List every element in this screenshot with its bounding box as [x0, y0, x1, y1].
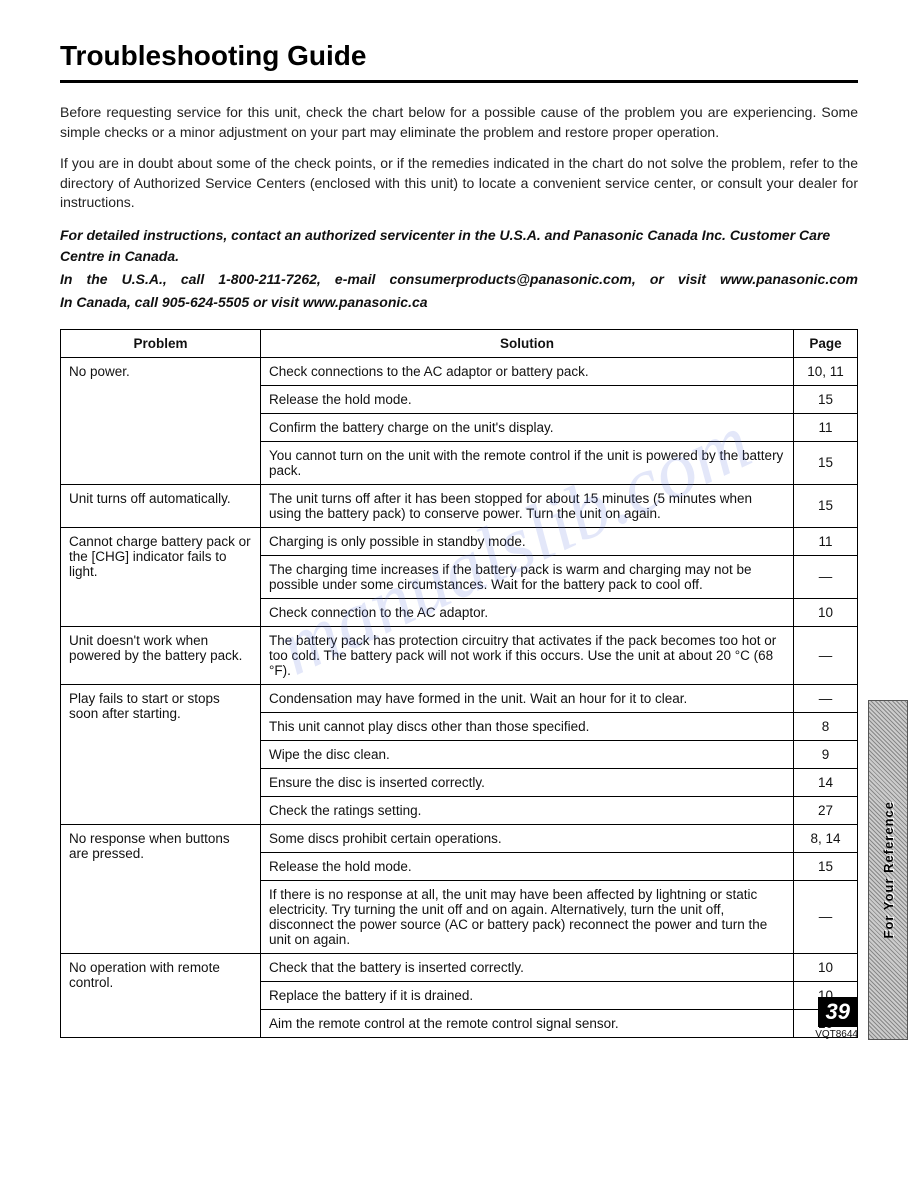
page-cell: 15 — [794, 385, 858, 413]
solution-cell: Aim the remote control at the remote con… — [261, 1009, 794, 1037]
page-cell: 10 — [794, 953, 858, 981]
table-row: Cannot charge battery pack or the [CHG] … — [61, 527, 858, 555]
solution-cell: If there is no response at all, the unit… — [261, 880, 794, 953]
solution-cell: Charging is only possible in standby mod… — [261, 527, 794, 555]
table-body: No power.Check connections to the AC ada… — [61, 357, 858, 1037]
contact-line-1: For detailed instructions, contact an au… — [60, 225, 858, 267]
page-cell: 27 — [794, 796, 858, 824]
solution-cell: Confirm the battery charge on the unit's… — [261, 413, 794, 441]
solution-cell: The charging time increases if the batte… — [261, 555, 794, 598]
solution-cell: Check that the battery is inserted corre… — [261, 953, 794, 981]
table-row: Unit turns off automatically.The unit tu… — [61, 484, 858, 527]
solution-cell: Release the hold mode. — [261, 385, 794, 413]
problem-cell: No power. — [61, 357, 261, 484]
page-number: 39 — [818, 997, 858, 1027]
table-row: No operation with remote control.Check t… — [61, 953, 858, 981]
intro-paragraph-1: Before requesting service for this unit,… — [60, 103, 858, 142]
problem-cell: Play fails to start or stops soon after … — [61, 684, 261, 824]
problem-cell: Cannot charge battery pack or the [CHG] … — [61, 527, 261, 626]
page-cell: — — [794, 555, 858, 598]
table-row: Play fails to start or stops soon after … — [61, 684, 858, 712]
page-cell: 15 — [794, 484, 858, 527]
solution-cell: Check connection to the AC adaptor. — [261, 598, 794, 626]
page-cell: 15 — [794, 852, 858, 880]
page-cell: 14 — [794, 768, 858, 796]
page-cell: 9 — [794, 740, 858, 768]
contact-line-2: In the U.S.A., call 1-800-211-7262, e-ma… — [60, 269, 858, 290]
problem-cell: Unit turns off automatically. — [61, 484, 261, 527]
solution-cell: Check the ratings setting. — [261, 796, 794, 824]
intro-paragraph-2: If you are in doubt about some of the ch… — [60, 154, 858, 213]
page-cell: 11 — [794, 527, 858, 555]
contact-line-3: In Canada, call 905-624-5505 or visit ww… — [60, 292, 858, 313]
solution-cell: Condensation may have formed in the unit… — [261, 684, 794, 712]
solution-cell: The unit turns off after it has been sto… — [261, 484, 794, 527]
solution-cell: Check connections to the AC adaptor or b… — [261, 357, 794, 385]
solution-cell: Release the hold mode. — [261, 852, 794, 880]
page-cell: — — [794, 626, 858, 684]
solution-cell: Replace the battery if it is drained. — [261, 981, 794, 1009]
problem-cell: Unit doesn't work when powered by the ba… — [61, 626, 261, 684]
problem-cell: No operation with remote control. — [61, 953, 261, 1037]
page-footer: 39 VQT8644 — [815, 997, 858, 1040]
solution-cell: The battery pack has protection circuitr… — [261, 626, 794, 684]
table-row: Unit doesn't work when powered by the ba… — [61, 626, 858, 684]
header-page: Page — [794, 329, 858, 357]
page-cell: 11 — [794, 413, 858, 441]
page-title: Troubleshooting Guide — [60, 40, 858, 72]
title-rule — [60, 80, 858, 83]
solution-cell: Ensure the disc is inserted correctly. — [261, 768, 794, 796]
page-cell: 10, 11 — [794, 357, 858, 385]
solution-cell: Some discs prohibit certain operations. — [261, 824, 794, 852]
table-row: No response when buttons are pressed.Som… — [61, 824, 858, 852]
contact-block: For detailed instructions, contact an au… — [60, 225, 858, 313]
header-solution: Solution — [261, 329, 794, 357]
side-tab-label: For Your Reference — [881, 801, 896, 938]
page-cell: 8 — [794, 712, 858, 740]
page-cell: 10 — [794, 598, 858, 626]
page-cell: — — [794, 880, 858, 953]
page-cell: 15 — [794, 441, 858, 484]
page-cell: 8, 14 — [794, 824, 858, 852]
table-row: No power.Check connections to the AC ada… — [61, 357, 858, 385]
header-problem: Problem — [61, 329, 261, 357]
troubleshooting-table: Problem Solution Page No power.Check con… — [60, 329, 858, 1038]
document-id: VQT8644 — [815, 1029, 858, 1040]
side-tab: For Your Reference — [868, 700, 908, 1040]
solution-cell: Wipe the disc clean. — [261, 740, 794, 768]
problem-cell: No response when buttons are pressed. — [61, 824, 261, 953]
solution-cell: This unit cannot play discs other than t… — [261, 712, 794, 740]
page-cell: — — [794, 684, 858, 712]
solution-cell: You cannot turn on the unit with the rem… — [261, 441, 794, 484]
